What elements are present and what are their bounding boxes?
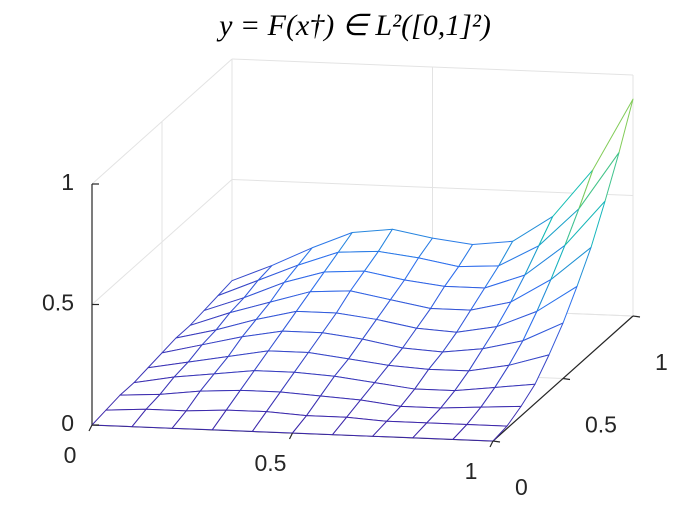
z-tick-label: 0.5	[42, 290, 74, 316]
mesh-cell	[452, 423, 508, 442]
grid-line	[91, 58, 233, 185]
z-tick-label: 1	[61, 169, 74, 195]
x-tick	[489, 440, 494, 448]
grid-line	[91, 179, 233, 305]
z-tick-label: 0	[61, 410, 74, 436]
x-tick-label: 0	[64, 442, 77, 468]
y-tick	[492, 440, 501, 443]
grid-line	[231, 58, 634, 76]
y-tick	[562, 377, 571, 381]
x-tick-label: 0.5	[255, 450, 287, 476]
grid-line	[231, 179, 634, 196]
y-tick-label: 0.5	[585, 412, 617, 438]
x-tick	[88, 424, 93, 432]
y-tick-label: 1	[655, 349, 668, 375]
chart-title: y = F(x†) ∈ L²([0,1]²)	[216, 9, 491, 42]
y-tick	[632, 315, 641, 318]
y-tick-label: 0	[515, 474, 528, 500]
x-tick	[288, 432, 294, 440]
x-tick-label: 1	[465, 458, 478, 484]
